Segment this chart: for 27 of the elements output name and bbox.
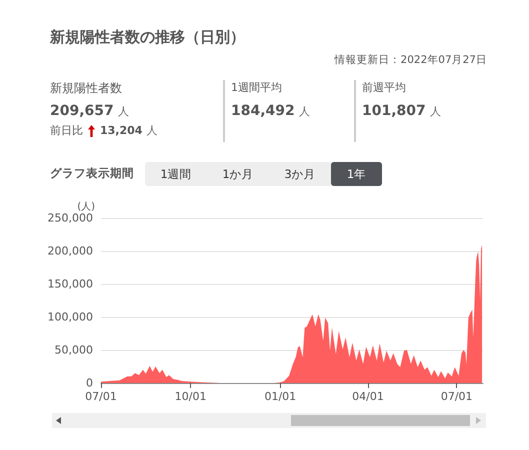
text: 13,204 人	[100, 124, 158, 137]
text: 184,492 人	[231, 103, 310, 119]
x-tick-label: 07/01	[440, 390, 473, 403]
x-tick-label: 07/01	[85, 390, 117, 403]
x-tick-label: 01/01	[264, 390, 296, 403]
text: 1週間	[159, 166, 193, 183]
y-tick-label: 200,000	[48, 244, 93, 258]
text: 1か月	[221, 166, 255, 183]
y-tick-label: 0	[86, 376, 93, 390]
text: グラフ表示期間	[50, 166, 134, 181]
text: 前週平均	[362, 80, 406, 95]
text: 前日比	[50, 123, 83, 138]
y-axis-title: (人)	[77, 202, 96, 212]
text: 3か月	[283, 166, 317, 183]
y-tick-label: 100,000	[48, 310, 93, 324]
chart-title: 新規陽性者数の推移（日別）	[50, 28, 245, 47]
y-tick-label: 250,000	[48, 212, 93, 224]
text: 1週間平均	[231, 80, 282, 95]
text: 新規陽性者数	[50, 80, 122, 97]
text: 209,657 人	[50, 103, 129, 119]
y-tick-label: 50,000	[54, 344, 93, 356]
y-tick-label: 150,000	[48, 278, 93, 290]
chart-subtitle: 情報更新日：2022年07月27日	[334, 53, 487, 67]
text: 1年	[331, 162, 382, 186]
x-tick-label: 10/01	[174, 390, 207, 403]
x-tick-label: 04/01	[352, 390, 384, 403]
text: 101,807 人	[362, 103, 441, 119]
